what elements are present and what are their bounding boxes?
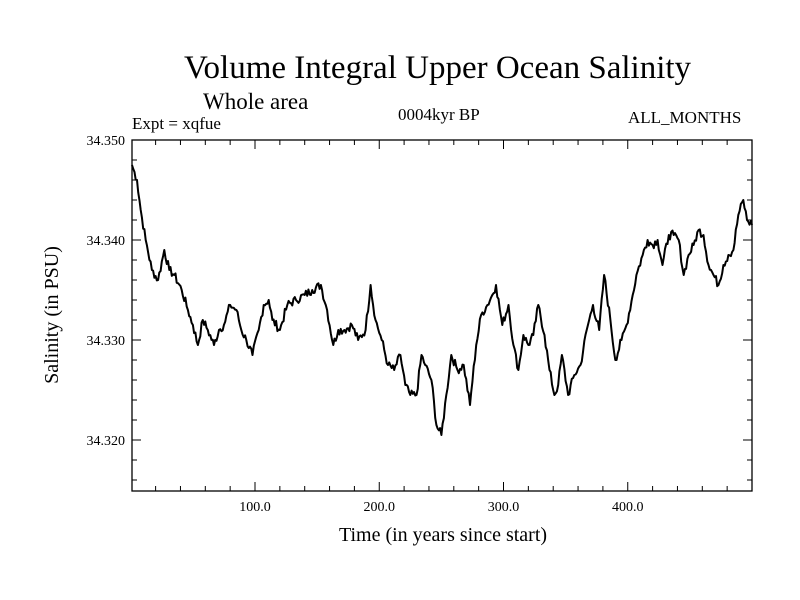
y-tick-label: 34.320 bbox=[87, 434, 126, 449]
y-tick-label: 34.330 bbox=[87, 334, 126, 349]
axis-ticks bbox=[132, 139, 752, 491]
axis-tick-labels: 100.0 200.0 300.0 400.0 34.320 34.330 34.340 34… bbox=[87, 134, 644, 515]
x-tick-label: 300.0 bbox=[488, 500, 520, 515]
chart-title: Volume Integral Upper Ocean Salinity bbox=[183, 50, 692, 86]
x-tick-label: 100.0 bbox=[239, 500, 271, 515]
x-tick-label: 200.0 bbox=[364, 500, 396, 515]
y-tick-label: 34.350 bbox=[87, 134, 126, 149]
y-tick-label: 34.340 bbox=[87, 234, 126, 249]
chart-subtitle: Whole area bbox=[203, 89, 309, 114]
experiment-label: Expt = xqfue bbox=[132, 114, 221, 133]
months-label: ALL_MONTHS bbox=[628, 108, 742, 127]
plot-frame bbox=[131, 139, 753, 492]
salinity-series-line bbox=[131, 164, 753, 436]
x-axis-label: Time (in years since start) bbox=[338, 524, 548, 546]
x-tick-label: 400.0 bbox=[612, 500, 644, 515]
period-label: 0004kyr BP bbox=[398, 105, 480, 124]
